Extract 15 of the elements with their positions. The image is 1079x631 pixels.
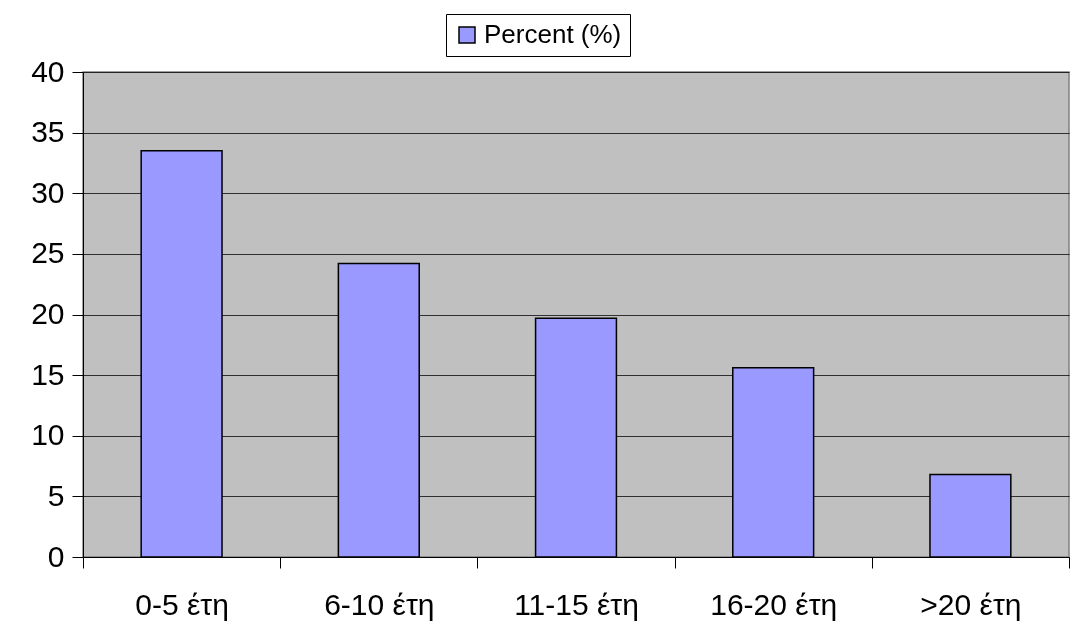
y-tick-label: 15 [31,357,65,391]
x-tick-label: 6-10 έτη [324,587,435,621]
x-tick-label: 16-20 έτη [710,587,838,621]
y-tick-label: 0 [47,539,65,573]
y-tick-label: 5 [47,478,65,512]
y-tick-label: 35 [31,115,65,149]
y-tick-label: 30 [31,175,65,209]
legend-label: Percent (%) [484,19,622,49]
y-tick-label: 20 [31,297,65,330]
y-tick-label: 40 [31,54,65,88]
x-tick-label: >20 έτη [920,587,1022,621]
y-tick-label: 10 [31,418,65,452]
x-tick-label: 11-15 έτη [514,587,639,621]
x-tick-label: 0-5 έτη [135,587,229,621]
y-tick-label: 25 [31,236,65,270]
